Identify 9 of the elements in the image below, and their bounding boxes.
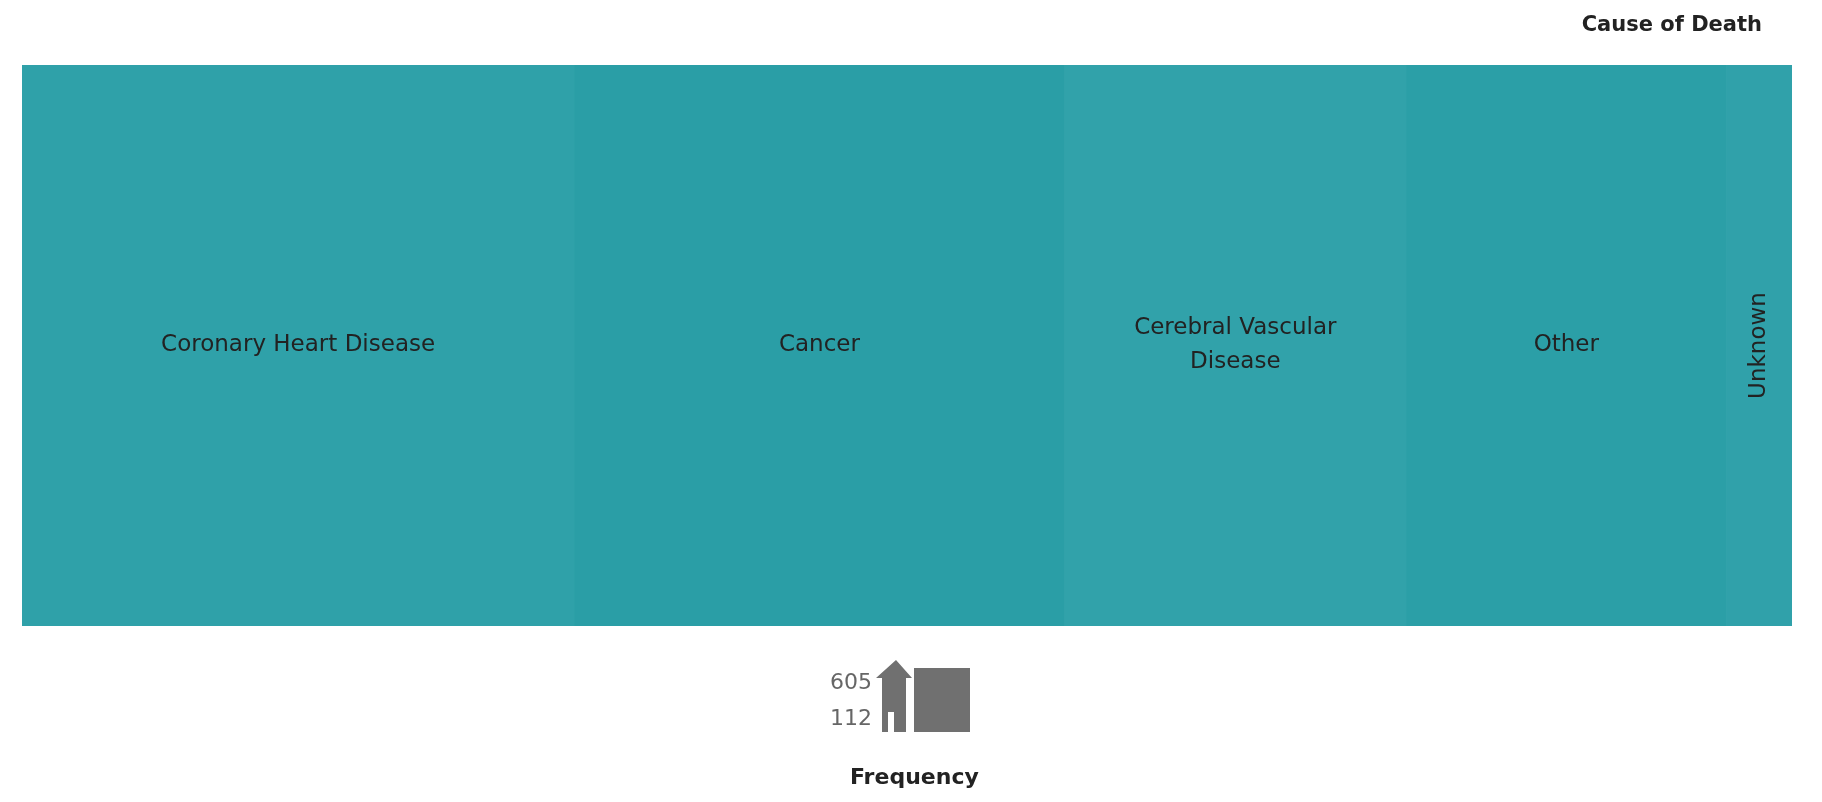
series-label: Coronary Heart Disease [161, 330, 436, 357]
series-label: Other [1533, 330, 1600, 357]
series-label: Cerebral Vascular Disease [1134, 313, 1338, 374]
legend-title: Frequency [850, 764, 979, 789]
text: 605 [830, 668, 872, 696]
series-label: Unknown [1744, 292, 1771, 399]
text: 112 [830, 704, 872, 732]
chart-title: Cause of Death [1581, 12, 1762, 36]
series-label: Cancer [778, 330, 861, 357]
